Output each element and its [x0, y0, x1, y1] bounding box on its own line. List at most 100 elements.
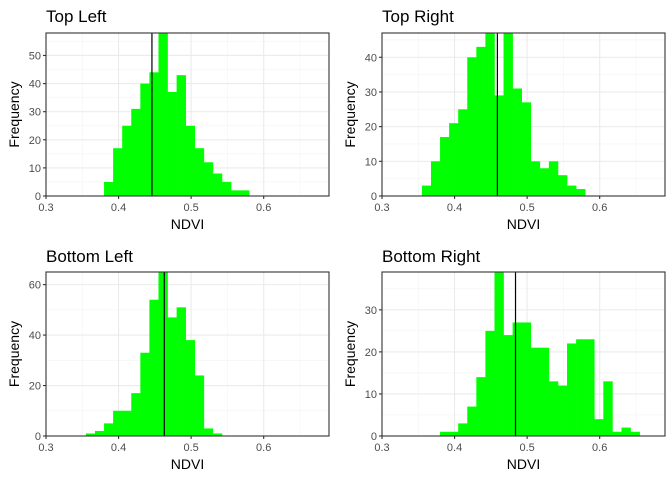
- histogram-bar: [440, 431, 450, 436]
- histogram-bar: [603, 381, 613, 436]
- y-axis-title: Frequency: [342, 81, 358, 147]
- x-tick-label: 0.5: [519, 442, 534, 454]
- histogram-bar: [557, 385, 568, 436]
- histogram-bar: [113, 148, 123, 196]
- x-axis-title: NDVI: [171, 216, 204, 232]
- histogram-bar: [576, 339, 586, 436]
- histogram-bar: [530, 161, 541, 196]
- panel-border: [381, 32, 666, 197]
- histogram-bar: [185, 340, 196, 436]
- histogram-bar: [176, 307, 186, 436]
- histogram-bar: [122, 410, 132, 436]
- histogram-bar: [194, 375, 205, 436]
- histogram-bar: [458, 109, 468, 196]
- y-tick-label: 20: [365, 122, 377, 134]
- x-axis-title: NDVI: [507, 456, 540, 472]
- y-tick-label: 20: [29, 135, 41, 147]
- panel-title: Top Left: [46, 7, 107, 26]
- histogram-bar: [548, 381, 559, 436]
- panel-border: [381, 271, 666, 437]
- y-tick-label: 30: [365, 305, 377, 317]
- histogram-panel: 0.3 0.4 0.5 0.6 0 20 40 60 Bottom Left NDVI Freque…: [6, 247, 330, 472]
- y-tick-label: 60: [29, 280, 41, 292]
- histogram-bar: [194, 148, 205, 196]
- x-tick-label: 0.6: [256, 202, 271, 214]
- x-tick-label: 0.5: [183, 202, 198, 214]
- histogram-panel: 0.3 0.4 0.5 0.6 0 10 20 30 40 50 Top Left NDVI Frequ…: [6, 7, 330, 232]
- histogram-bar: [113, 410, 123, 436]
- x-tick-label: 0.3: [38, 442, 53, 454]
- histogram-bar: [476, 46, 486, 196]
- x-tick-label: 0.5: [519, 202, 534, 214]
- histogram-panel: 0.3 0.4 0.5 0.6 0 10 20 30 40 Top Right NDVI Freque…: [342, 7, 666, 232]
- histogram-bar: [567, 185, 577, 196]
- histogram-bar: [104, 423, 114, 436]
- panel-title: Top Right: [382, 7, 454, 26]
- histogram-bar: [494, 95, 504, 196]
- x-tick-label: 0.3: [38, 202, 53, 214]
- panel-border: [45, 271, 330, 437]
- x-tick-label: 0.3: [374, 442, 389, 454]
- histogram-bar: [594, 419, 604, 436]
- x-axis-title: NDVI: [171, 456, 204, 472]
- y-tick-label: 40: [29, 330, 41, 342]
- histogram-bar: [567, 343, 577, 436]
- histogram-bar: [240, 190, 250, 196]
- histogram-bar: [131, 393, 141, 436]
- histogram-bar: [430, 161, 441, 196]
- histogram-bar: [521, 102, 532, 196]
- y-tick-label: 0: [371, 431, 377, 443]
- x-tick-label: 0.6: [592, 442, 607, 454]
- histogram-bar: [231, 190, 241, 196]
- histogram-bar: [122, 125, 132, 196]
- histogram-bar: [203, 428, 214, 436]
- histogram-bar: [539, 168, 550, 196]
- histogram-panel: 0.3 0.4 0.5 0.6 0 10 20 30 Bottom Right NDVI Frequ…: [342, 247, 666, 472]
- histogram-bar: [557, 175, 568, 196]
- y-tick-label: 20: [365, 347, 377, 359]
- panel-title: Bottom Right: [382, 247, 481, 266]
- histogram-bar: [140, 83, 150, 196]
- histogram-bar: [503, 33, 513, 196]
- histogram-bar: [512, 322, 522, 436]
- y-tick-label: 50: [29, 50, 41, 62]
- y-tick-label: 0: [35, 431, 41, 443]
- histogram-bar: [212, 173, 223, 196]
- histogram-bar: [94, 430, 105, 436]
- panel-border: [45, 32, 330, 197]
- histogram-bar: [485, 33, 495, 196]
- x-tick-label: 0.4: [447, 442, 462, 454]
- histogram-bar: [449, 431, 459, 436]
- x-tick-label: 0.4: [111, 442, 126, 454]
- histogram-bar: [167, 317, 177, 436]
- histogram-bar: [158, 272, 168, 436]
- x-tick-label: 0.6: [256, 442, 271, 454]
- histogram-bar: [104, 181, 114, 196]
- histogram-bar: [621, 427, 631, 436]
- y-axis-title: Frequency: [6, 81, 22, 147]
- histogram-bar: [421, 185, 432, 196]
- histogram-bar: [158, 33, 168, 196]
- histogram-bar: [630, 431, 640, 436]
- histogram-bar: [140, 352, 150, 436]
- histogram-bar: [530, 347, 541, 436]
- histogram-bar: [467, 406, 477, 436]
- x-tick-label: 0.4: [111, 202, 126, 214]
- x-tick-label: 0.5: [183, 442, 198, 454]
- histogram-bar: [203, 162, 214, 196]
- y-tick-label: 40: [365, 52, 377, 64]
- histogram-bar: [185, 125, 196, 196]
- histogram-bar: [440, 137, 450, 196]
- histogram-bar: [467, 57, 477, 196]
- y-tick-label: 20: [29, 381, 41, 393]
- panel-title: Bottom Left: [46, 247, 133, 266]
- histogram-bar: [212, 433, 223, 436]
- x-axis-title: NDVI: [507, 216, 540, 232]
- x-tick-label: 0.4: [447, 202, 462, 214]
- histogram-bar: [176, 75, 186, 196]
- histogram-bar: [476, 377, 486, 436]
- histogram-bar: [485, 330, 495, 436]
- histogram-bar: [85, 433, 96, 436]
- histogram-bar: [585, 339, 595, 436]
